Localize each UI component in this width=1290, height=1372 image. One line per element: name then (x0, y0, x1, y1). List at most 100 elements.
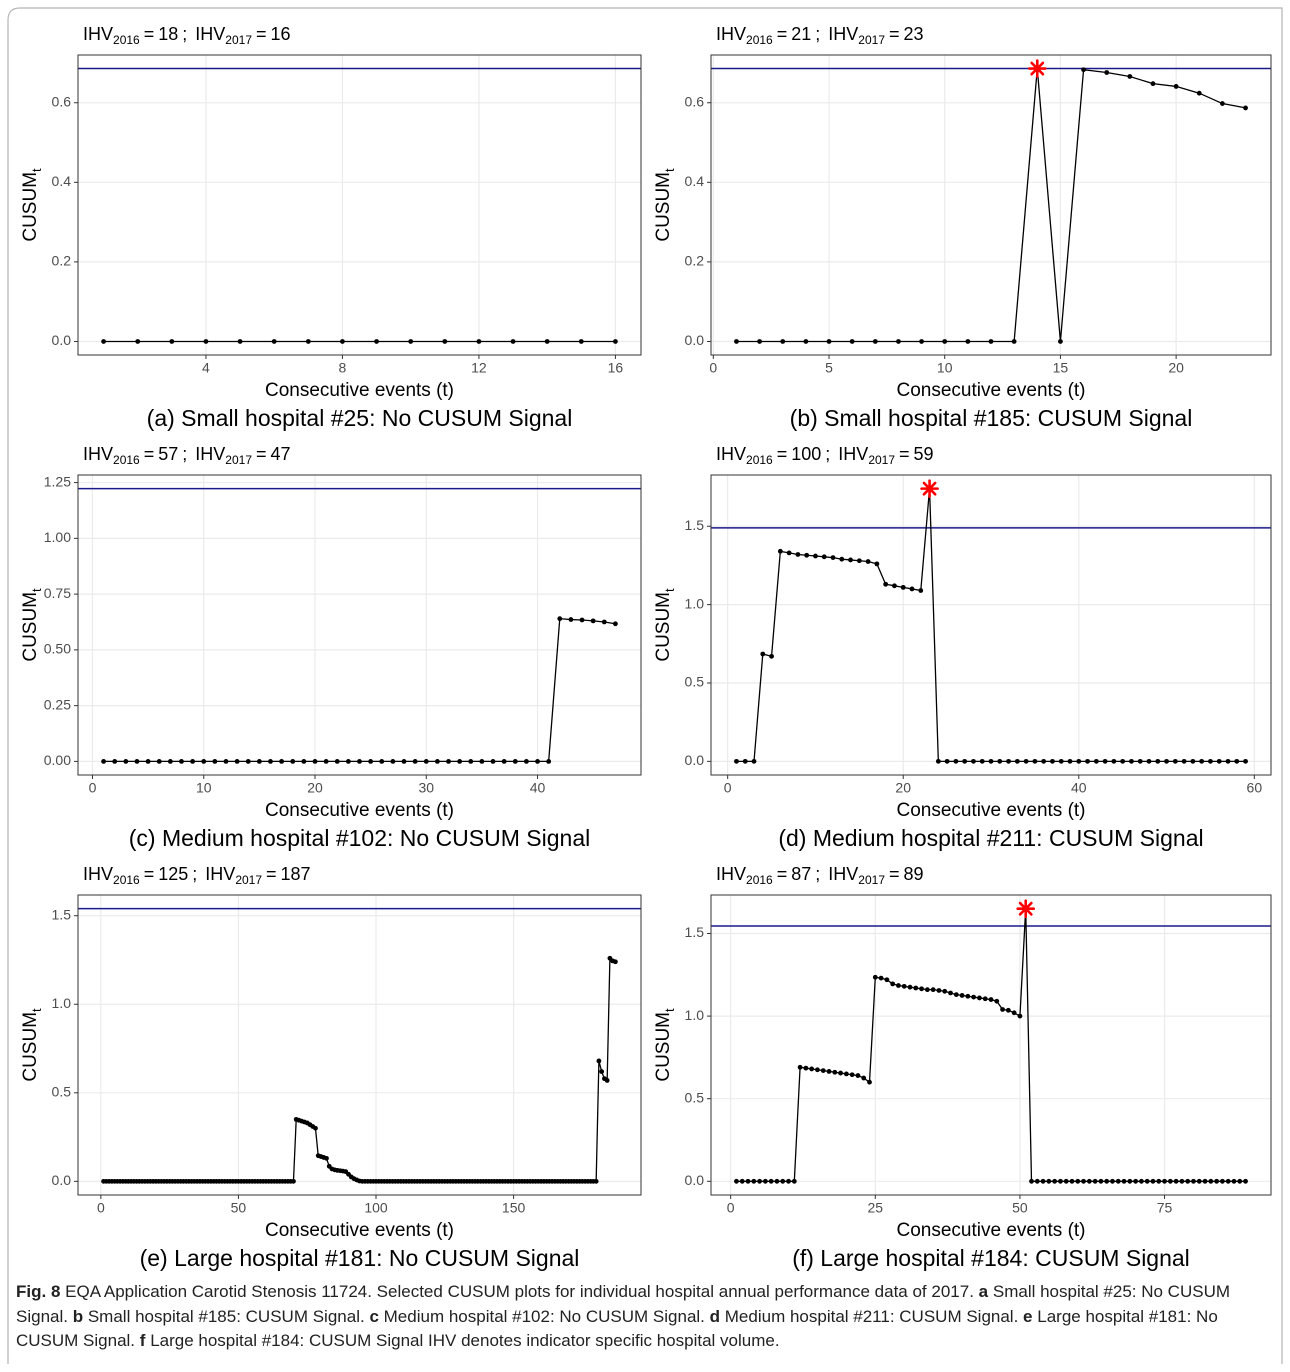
cusum-point (212, 758, 218, 764)
cusum-point (757, 339, 762, 344)
cusum-point (942, 988, 948, 994)
y-tick-label: 1.5 (52, 906, 72, 922)
cusum-point (780, 1178, 786, 1184)
cusum-point (896, 983, 901, 988)
cusum-point (979, 758, 985, 764)
ihv-separator: ; (192, 864, 197, 884)
cusum-point (324, 1155, 329, 1161)
cusum-point (613, 959, 618, 965)
cusum-point (878, 975, 884, 981)
cusum-point (544, 339, 550, 344)
y-axis-label-sub: t (662, 168, 677, 172)
y-tick-label: 0.75 (44, 585, 71, 601)
cusum-point (1085, 758, 1090, 764)
caption-item-letter: d (709, 1306, 721, 1326)
cusum-point (971, 994, 977, 1000)
panel-caption: (c) Medium hospital #102: No CUSUM Signa… (129, 825, 590, 851)
caption-item-letter: b (72, 1306, 84, 1326)
cusum-point (1040, 1178, 1046, 1184)
cusum-point (924, 987, 930, 993)
x-tick-label: 20 (307, 780, 323, 796)
plot-background (78, 895, 641, 1195)
figure-caption: Fig. 8 EQA Application Carotid Stenosis … (16, 1280, 1278, 1354)
cusum-point (135, 339, 141, 344)
ihv-value: 21 (791, 24, 811, 44)
cusum-point (390, 758, 396, 764)
cusum-point (101, 758, 106, 764)
cusum-point (1172, 758, 1178, 764)
y-axis-label: CUSUMt (653, 1008, 677, 1082)
cusum-point (1220, 101, 1225, 106)
y-tick-label: 1.5 (685, 924, 705, 940)
signal-marker (1027, 59, 1047, 78)
cusum-point (578, 339, 584, 344)
cusum-point (112, 758, 118, 764)
caption-item-letter: e (1023, 1306, 1033, 1326)
y-axis-label: CUSUMt (653, 168, 677, 242)
plot-border (77, 894, 642, 1196)
cusum-point (1155, 758, 1161, 764)
cusum-point (1052, 1178, 1058, 1184)
ihv-subtitle: IHV2016 = 21; IHV2017 = 23 (716, 24, 924, 47)
cusum-point (757, 1178, 762, 1184)
cusum-point (179, 758, 184, 764)
cusum-point (930, 987, 936, 993)
cusum-point (849, 1072, 855, 1078)
cusum-point (1231, 1178, 1237, 1184)
cusum-point (1156, 1178, 1162, 1184)
cusum-point (1208, 1178, 1214, 1184)
cusum-point (203, 339, 209, 344)
cusum-point (988, 758, 994, 764)
cusum-point (604, 1078, 610, 1083)
y-tick-label: 0.5 (52, 1084, 72, 1100)
ihv-value: 57 (158, 444, 178, 464)
ihv-value: 23 (904, 24, 924, 44)
cusum-point (379, 758, 385, 764)
cusum-point (1127, 74, 1133, 79)
cusum-point (1098, 1178, 1104, 1184)
ihv-relation: = (889, 24, 900, 44)
cusum-point (1190, 758, 1196, 764)
x-axis-label: Consecutive events (t) (265, 800, 454, 821)
panel-caption: (d) Medium hospital #211: CUSUM Signal (778, 825, 1203, 851)
cusum-point (1006, 758, 1011, 764)
cusum-point (523, 758, 529, 764)
cusum-point (1005, 1007, 1011, 1013)
x-tick-label: 60 (1247, 780, 1263, 796)
ihv-relation: = (899, 444, 910, 464)
panel-caption: (b) Small hospital #185: CUSUM Signal (790, 405, 1193, 431)
ihv-value: 16 (271, 24, 291, 44)
plot-border (710, 474, 1272, 776)
cusum-point (412, 758, 418, 764)
cusum-point (774, 1178, 780, 1184)
ihv-relation: = (777, 24, 788, 44)
ihv-value: 18 (158, 24, 178, 44)
cusum-point (1086, 1178, 1092, 1184)
cusum-point (1102, 758, 1108, 764)
ihv-relation: = (256, 444, 267, 464)
x-tick-label: 0 (709, 360, 717, 376)
ihv-name: IHV (83, 444, 113, 464)
y-tick-label: 0.0 (685, 332, 705, 348)
cusum-point (1243, 105, 1248, 111)
ihv-relation: = (777, 444, 788, 464)
cusum-point (769, 653, 774, 659)
cusum-point (1220, 1178, 1225, 1184)
cusum-point (1104, 1178, 1110, 1184)
signal-stroke (922, 481, 937, 496)
ihv-value: 100 (791, 444, 821, 464)
cusum-point (323, 758, 329, 764)
cusum-point (613, 621, 618, 627)
ihv-separator: ; (825, 444, 830, 464)
cusum-point (1017, 1013, 1023, 1019)
cusum-point (1137, 758, 1143, 764)
y-axis-label-sub: t (29, 588, 44, 592)
ihv-year: 2016 (113, 453, 140, 467)
cusum-point (596, 1058, 602, 1064)
cusum-point (953, 758, 959, 764)
x-axis-label: Consecutive events (t) (896, 800, 1085, 821)
cusum-point (982, 996, 988, 1002)
cusum-point (1014, 758, 1020, 764)
cusum-point (1144, 1178, 1150, 1184)
